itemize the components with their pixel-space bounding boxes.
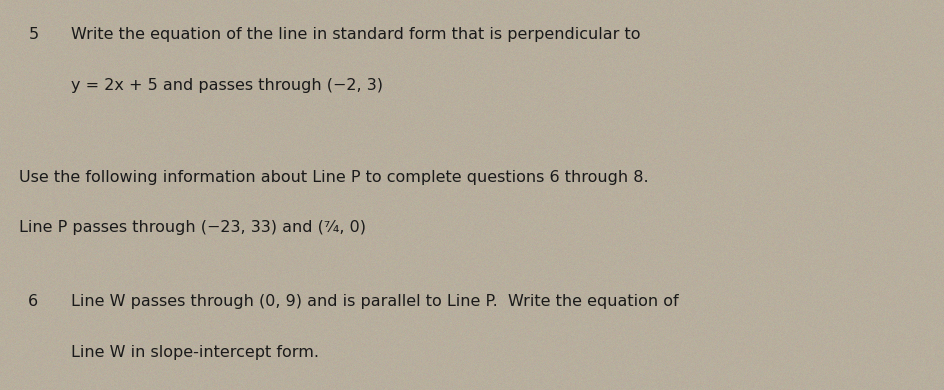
Text: 5: 5 bbox=[28, 27, 39, 42]
Text: y = 2x + 5 and passes through (−2, 3): y = 2x + 5 and passes through (−2, 3) bbox=[71, 78, 383, 93]
Text: Line P passes through (−23, 33) and (⁷⁄₄, 0): Line P passes through (−23, 33) and (⁷⁄₄… bbox=[19, 220, 366, 235]
Text: Write the equation of the line in standard form that is perpendicular to: Write the equation of the line in standa… bbox=[71, 27, 640, 42]
Text: Line W passes through (0, 9) and is parallel to Line P.  Write the equation of: Line W passes through (0, 9) and is para… bbox=[71, 294, 679, 309]
Text: Use the following information about Line P to complete questions 6 through 8.: Use the following information about Line… bbox=[19, 170, 649, 184]
Text: Line W in slope-intercept form.: Line W in slope-intercept form. bbox=[71, 345, 319, 360]
Text: 6: 6 bbox=[28, 294, 39, 309]
